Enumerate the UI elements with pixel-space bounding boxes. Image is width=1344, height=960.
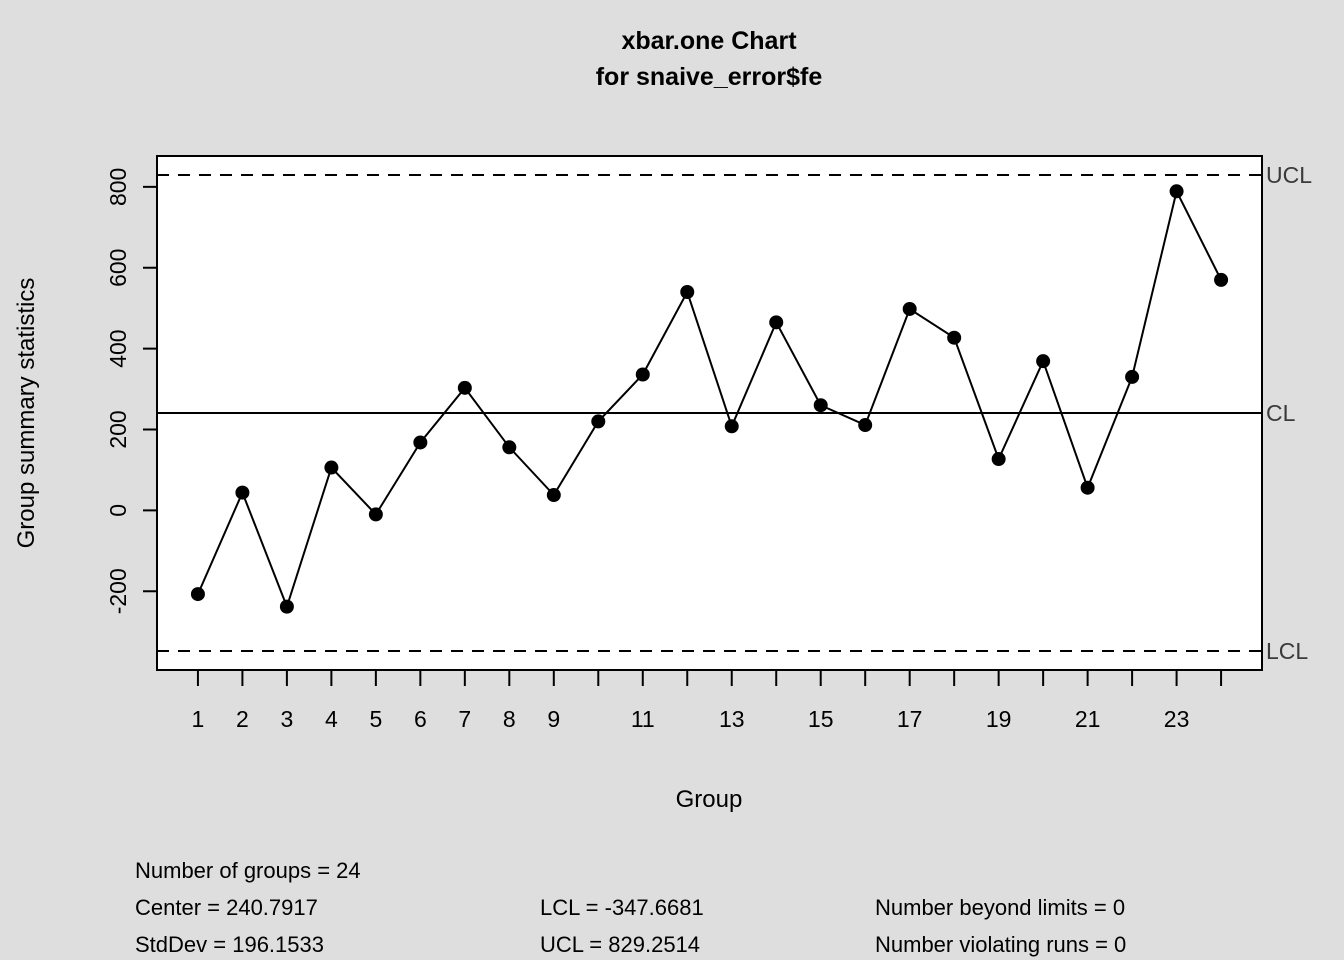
x-tick-label: 17 <box>897 706 923 732</box>
data-point <box>947 330 962 345</box>
x-tick-label: 7 <box>458 706 471 732</box>
x-tick-label: 15 <box>808 706 834 732</box>
data-point <box>1125 369 1140 384</box>
control-limit-lines <box>157 174 1262 652</box>
data-point <box>591 414 606 429</box>
x-tick-label: 13 <box>719 706 745 732</box>
y-tick-label: 200 <box>105 410 131 448</box>
limit-line-labels: UCL CL LCL <box>1266 162 1312 664</box>
data-point <box>680 285 695 300</box>
stat-stddev: StdDev = 196.1533 <box>135 932 324 957</box>
data-point <box>413 435 428 450</box>
stat-beyond-limits: Number beyond limits = 0 <box>875 895 1125 920</box>
stat-center: Center = 240.7917 <box>135 895 318 920</box>
x-axis-title: Group <box>676 786 743 813</box>
data-point <box>858 418 873 433</box>
y-tick-label: -200 <box>105 568 131 614</box>
data-point <box>991 452 1006 467</box>
data-point <box>1080 480 1095 495</box>
data-point <box>813 398 828 413</box>
chart-subtitle: for snaive_error$fe <box>596 63 823 91</box>
series-line <box>197 188 1222 610</box>
lcl-label: LCL <box>1266 638 1308 664</box>
stat-ucl: UCL = 829.2514 <box>540 932 700 957</box>
data-point <box>279 599 294 614</box>
data-point <box>457 380 472 395</box>
x-tick-label: 6 <box>414 706 427 732</box>
x-tick-label: 1 <box>192 706 205 732</box>
data-point <box>1169 184 1184 199</box>
data-point <box>635 367 650 382</box>
x-tick-label: 5 <box>369 706 382 732</box>
x-tick-label: 4 <box>325 706 338 732</box>
y-tick-label: 800 <box>105 168 131 206</box>
y-tick-label: 0 <box>105 504 131 517</box>
data-point <box>324 460 339 475</box>
x-tick-label: 23 <box>1164 706 1190 732</box>
x-tick-label: 3 <box>280 706 293 732</box>
y-axis-ticks: -200 0 200 400 600 800 <box>105 168 157 614</box>
stat-lcl: LCL = -347.6681 <box>540 895 704 920</box>
y-axis-title: Group summary statistics <box>13 278 40 549</box>
data-point <box>769 315 784 330</box>
cl-label: CL <box>1266 400 1296 426</box>
data-series <box>190 184 1229 614</box>
data-point <box>368 507 383 522</box>
x-tick-label: 9 <box>547 706 560 732</box>
x-tick-label: 19 <box>986 706 1012 732</box>
data-point <box>235 485 250 500</box>
data-point <box>902 301 917 316</box>
x-tick-label: 21 <box>1075 706 1101 732</box>
stat-number-of-groups: Number of groups = 24 <box>135 858 361 883</box>
ucl-label: UCL <box>1266 162 1312 188</box>
data-point <box>546 488 561 503</box>
data-point <box>1036 354 1051 369</box>
chart-title: xbar.one Chart <box>621 27 797 55</box>
data-point <box>190 587 205 602</box>
y-tick-label: 400 <box>105 329 131 367</box>
data-point <box>502 440 517 455</box>
y-tick-label: 600 <box>105 249 131 287</box>
x-axis-ticks: 1 2 3 4 5 6 7 8 9 11 13 15 17 19 21 23 <box>192 670 1223 732</box>
data-point <box>724 419 739 434</box>
x-tick-label: 2 <box>236 706 249 732</box>
stats-footer: Number of groups = 24 Center = 240.7917 … <box>135 858 1126 957</box>
x-tick-label: 8 <box>503 706 516 732</box>
stat-violating-runs: Number violating runs = 0 <box>875 932 1126 957</box>
x-tick-label: 11 <box>631 706 655 732</box>
data-point <box>1214 272 1229 287</box>
